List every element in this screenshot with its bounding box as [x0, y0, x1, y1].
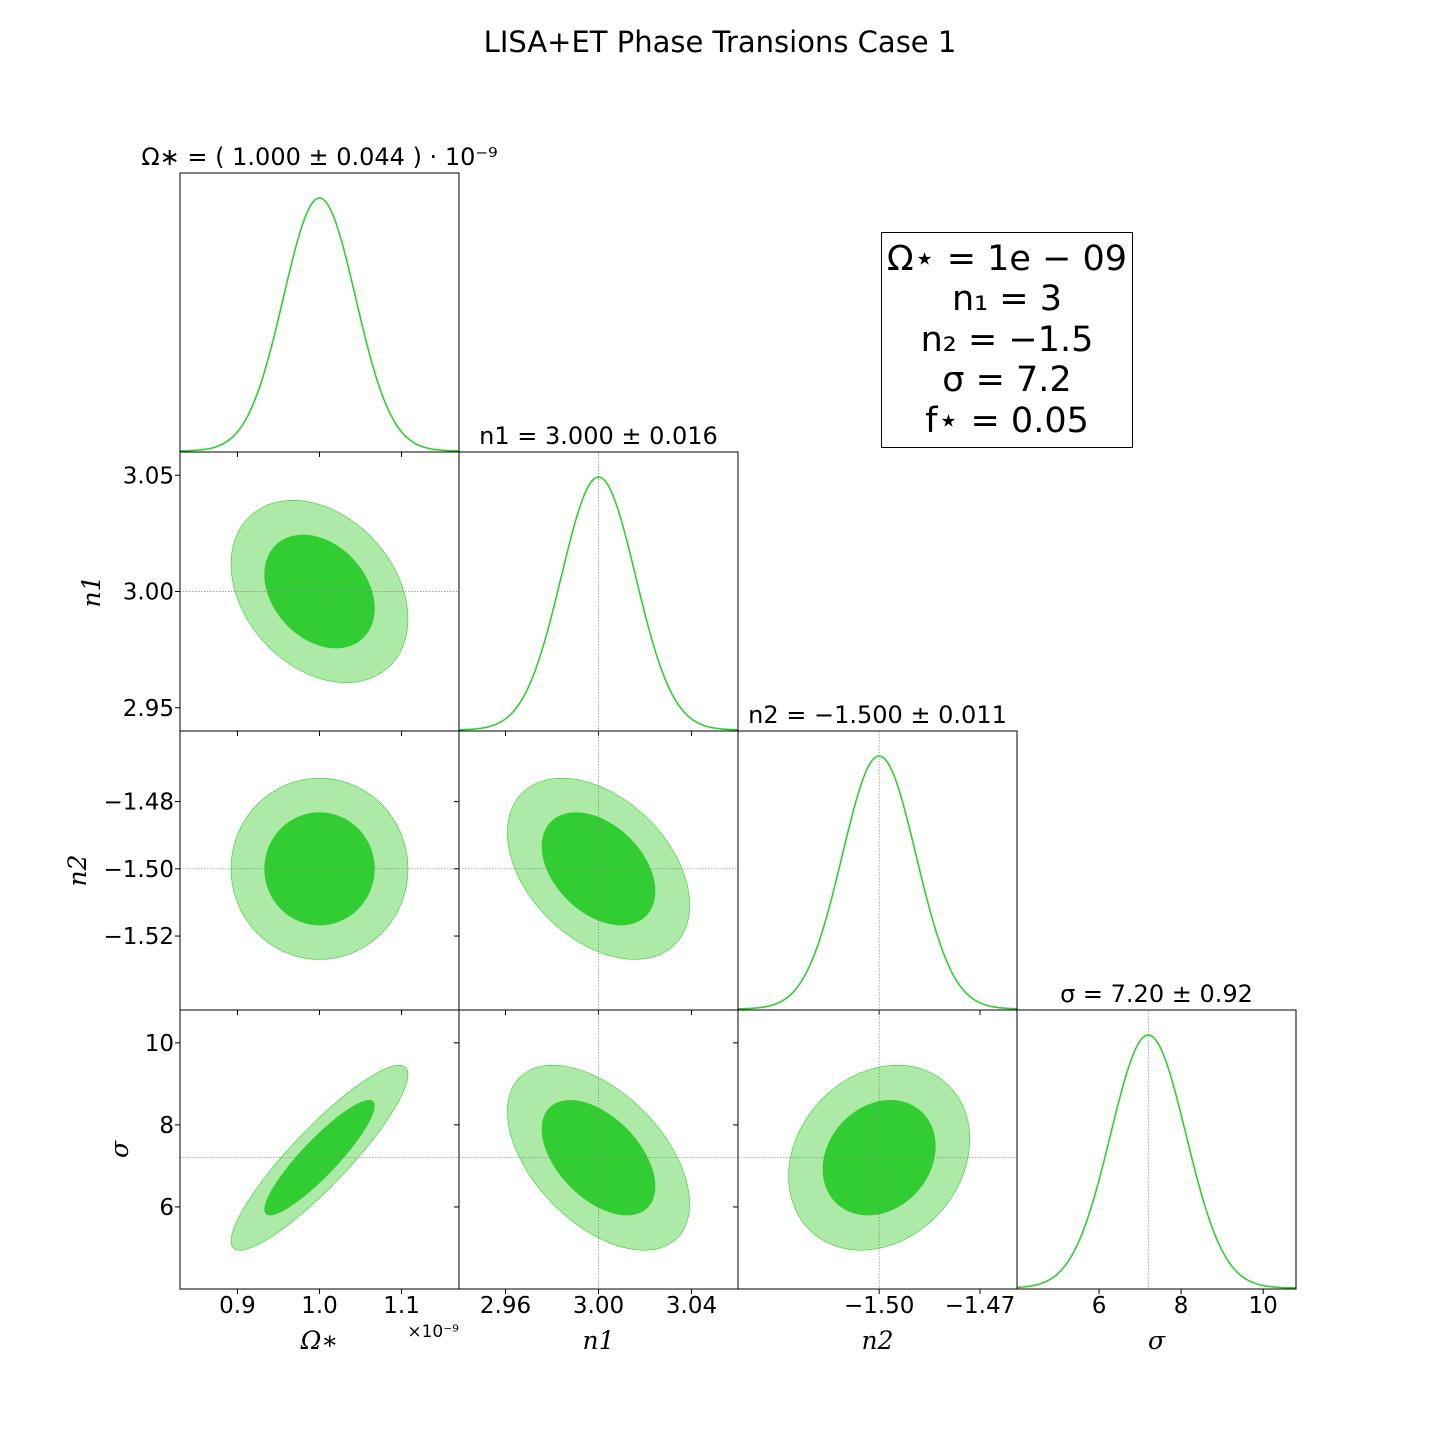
panel-content [459, 1010, 738, 1289]
marginal-title-σ: σ = 7.20 ± 0.92 [1060, 980, 1253, 1008]
marginal-curve-σ [1017, 1034, 1296, 1289]
x-tick-label: 6 [1092, 1293, 1107, 1319]
truth-values-box: Ω⋆ = 1e − 09 n₁ = 3 n₂ = −1.5 σ = 7.2 f⋆ = 0… [881, 232, 1133, 448]
y-tick-label: 6 [159, 1195, 174, 1221]
y-tick-label: 2.95 [123, 696, 174, 722]
marginal-title-Ω∗: Ω∗ = ( 1.000 ± 0.044 ) · 10⁻⁹ [141, 143, 497, 171]
y-tick-label: −1.50 [104, 857, 174, 883]
truth-line: σ = 7.2 [942, 360, 1072, 401]
panel-frame [1016, 1009, 1297, 1290]
y-axis-label-σ: σ [105, 1140, 134, 1158]
panel-content [738, 1010, 1017, 1289]
truth-line: n₂ = −1.5 [920, 319, 1094, 360]
panel-2-1 [454, 730, 739, 1015]
panel-content [459, 731, 738, 1010]
x-axis-label-n1: n1 [582, 1326, 614, 1355]
panel-content [180, 197, 459, 452]
x-axis-label-n2: n2 [861, 1326, 893, 1355]
panel-2-0 [175, 730, 460, 1015]
y-tick-label: 3.05 [123, 463, 174, 489]
labels-layer: Ω∗ = ( 1.000 ± 0.044 ) · 10⁻⁹ n1 = 3.000 … [63, 143, 1278, 1355]
x-tick-label: 8 [1174, 1293, 1189, 1319]
truth-line: f⋆ = 0.05 [925, 400, 1089, 441]
x-axis-label-Ω∗: Ω∗ [300, 1326, 339, 1355]
marginal-curve-Ω∗ [180, 197, 459, 452]
x-tick-label: 3.04 [666, 1293, 717, 1319]
panel-content [180, 500, 459, 683]
panel-content [738, 731, 1017, 1010]
panel-2-2 [737, 730, 1018, 1015]
panel-content [180, 777, 459, 960]
panel-0-0 [179, 172, 460, 457]
panel-frame [737, 730, 1018, 1011]
x-tick-label: −1.47 [945, 1293, 1015, 1319]
panel-3-0 [175, 1009, 460, 1294]
x-tick-label: 1.0 [301, 1293, 338, 1319]
y-tick-label: −1.48 [104, 790, 174, 816]
panel-content [1017, 1010, 1296, 1289]
marginal-curve-n1 [459, 476, 738, 731]
panel-content [180, 1064, 459, 1251]
x-tick-label: −1.50 [844, 1293, 914, 1319]
y-tick-label: −1.52 [104, 924, 174, 950]
marginal-title-n2: n2 = −1.500 ± 0.011 [748, 701, 1007, 729]
y-tick-label: 8 [159, 1113, 174, 1139]
y-tick-label: 3.00 [123, 580, 174, 606]
truth-line: Ω⋆ = 1e − 09 [886, 238, 1128, 279]
panel-frame [179, 172, 460, 453]
x-tick-label: 2.96 [480, 1293, 531, 1319]
x-tick-label: 3.00 [573, 1293, 624, 1319]
y-axis-label-n2: n2 [63, 854, 92, 886]
y-axis-label-n1: n1 [77, 575, 106, 607]
panel-content [459, 452, 738, 731]
y-tick-label: 10 [145, 1031, 174, 1057]
marginal-curve-n2 [738, 755, 1017, 1010]
x-tick-label: 10 [1249, 1293, 1278, 1319]
x-tick-label: 1.1 [383, 1293, 420, 1319]
panel-3-1 [454, 1009, 739, 1294]
x-axis-label-σ: σ [1148, 1326, 1166, 1355]
panel-3-2 [733, 1009, 1018, 1294]
panel-3-3 [1016, 1009, 1297, 1294]
panels-layer [175, 172, 1297, 1294]
marginal-title-n1: n1 = 3.000 ± 0.016 [479, 422, 718, 450]
truth-line: n₁ = 3 [951, 279, 1063, 320]
figure-title: LISA+ET Phase Transions Case 1 [484, 25, 957, 59]
panel-1-0 [175, 451, 460, 736]
x-offset-label: ×10⁻⁹ [407, 1322, 459, 1342]
panel-1-1 [458, 451, 739, 736]
x-tick-label: 0.9 [219, 1293, 256, 1319]
